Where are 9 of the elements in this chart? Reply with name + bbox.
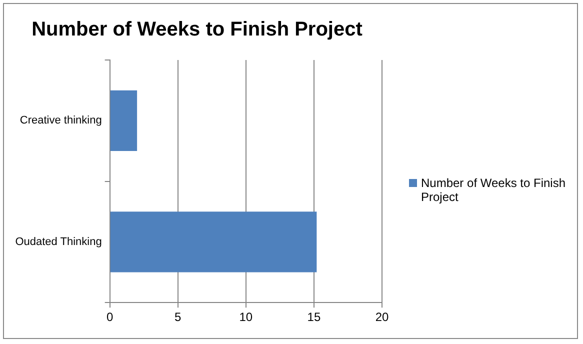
x-tick-label: 15 bbox=[307, 310, 321, 324]
legend-label: Number of Weeks to Finish Project bbox=[421, 176, 566, 204]
x-tick-label: 20 bbox=[375, 310, 389, 324]
y-tick-label: Oudated Thinking bbox=[15, 236, 102, 248]
x-tick-label: 0 bbox=[106, 310, 114, 324]
x-tick-label: 5 bbox=[174, 310, 182, 324]
x-tick-label: 10 bbox=[239, 310, 253, 324]
chart-title: Number of Weeks to Finish Project bbox=[32, 18, 363, 41]
y-tick-label: Creative thinking bbox=[20, 114, 102, 127]
